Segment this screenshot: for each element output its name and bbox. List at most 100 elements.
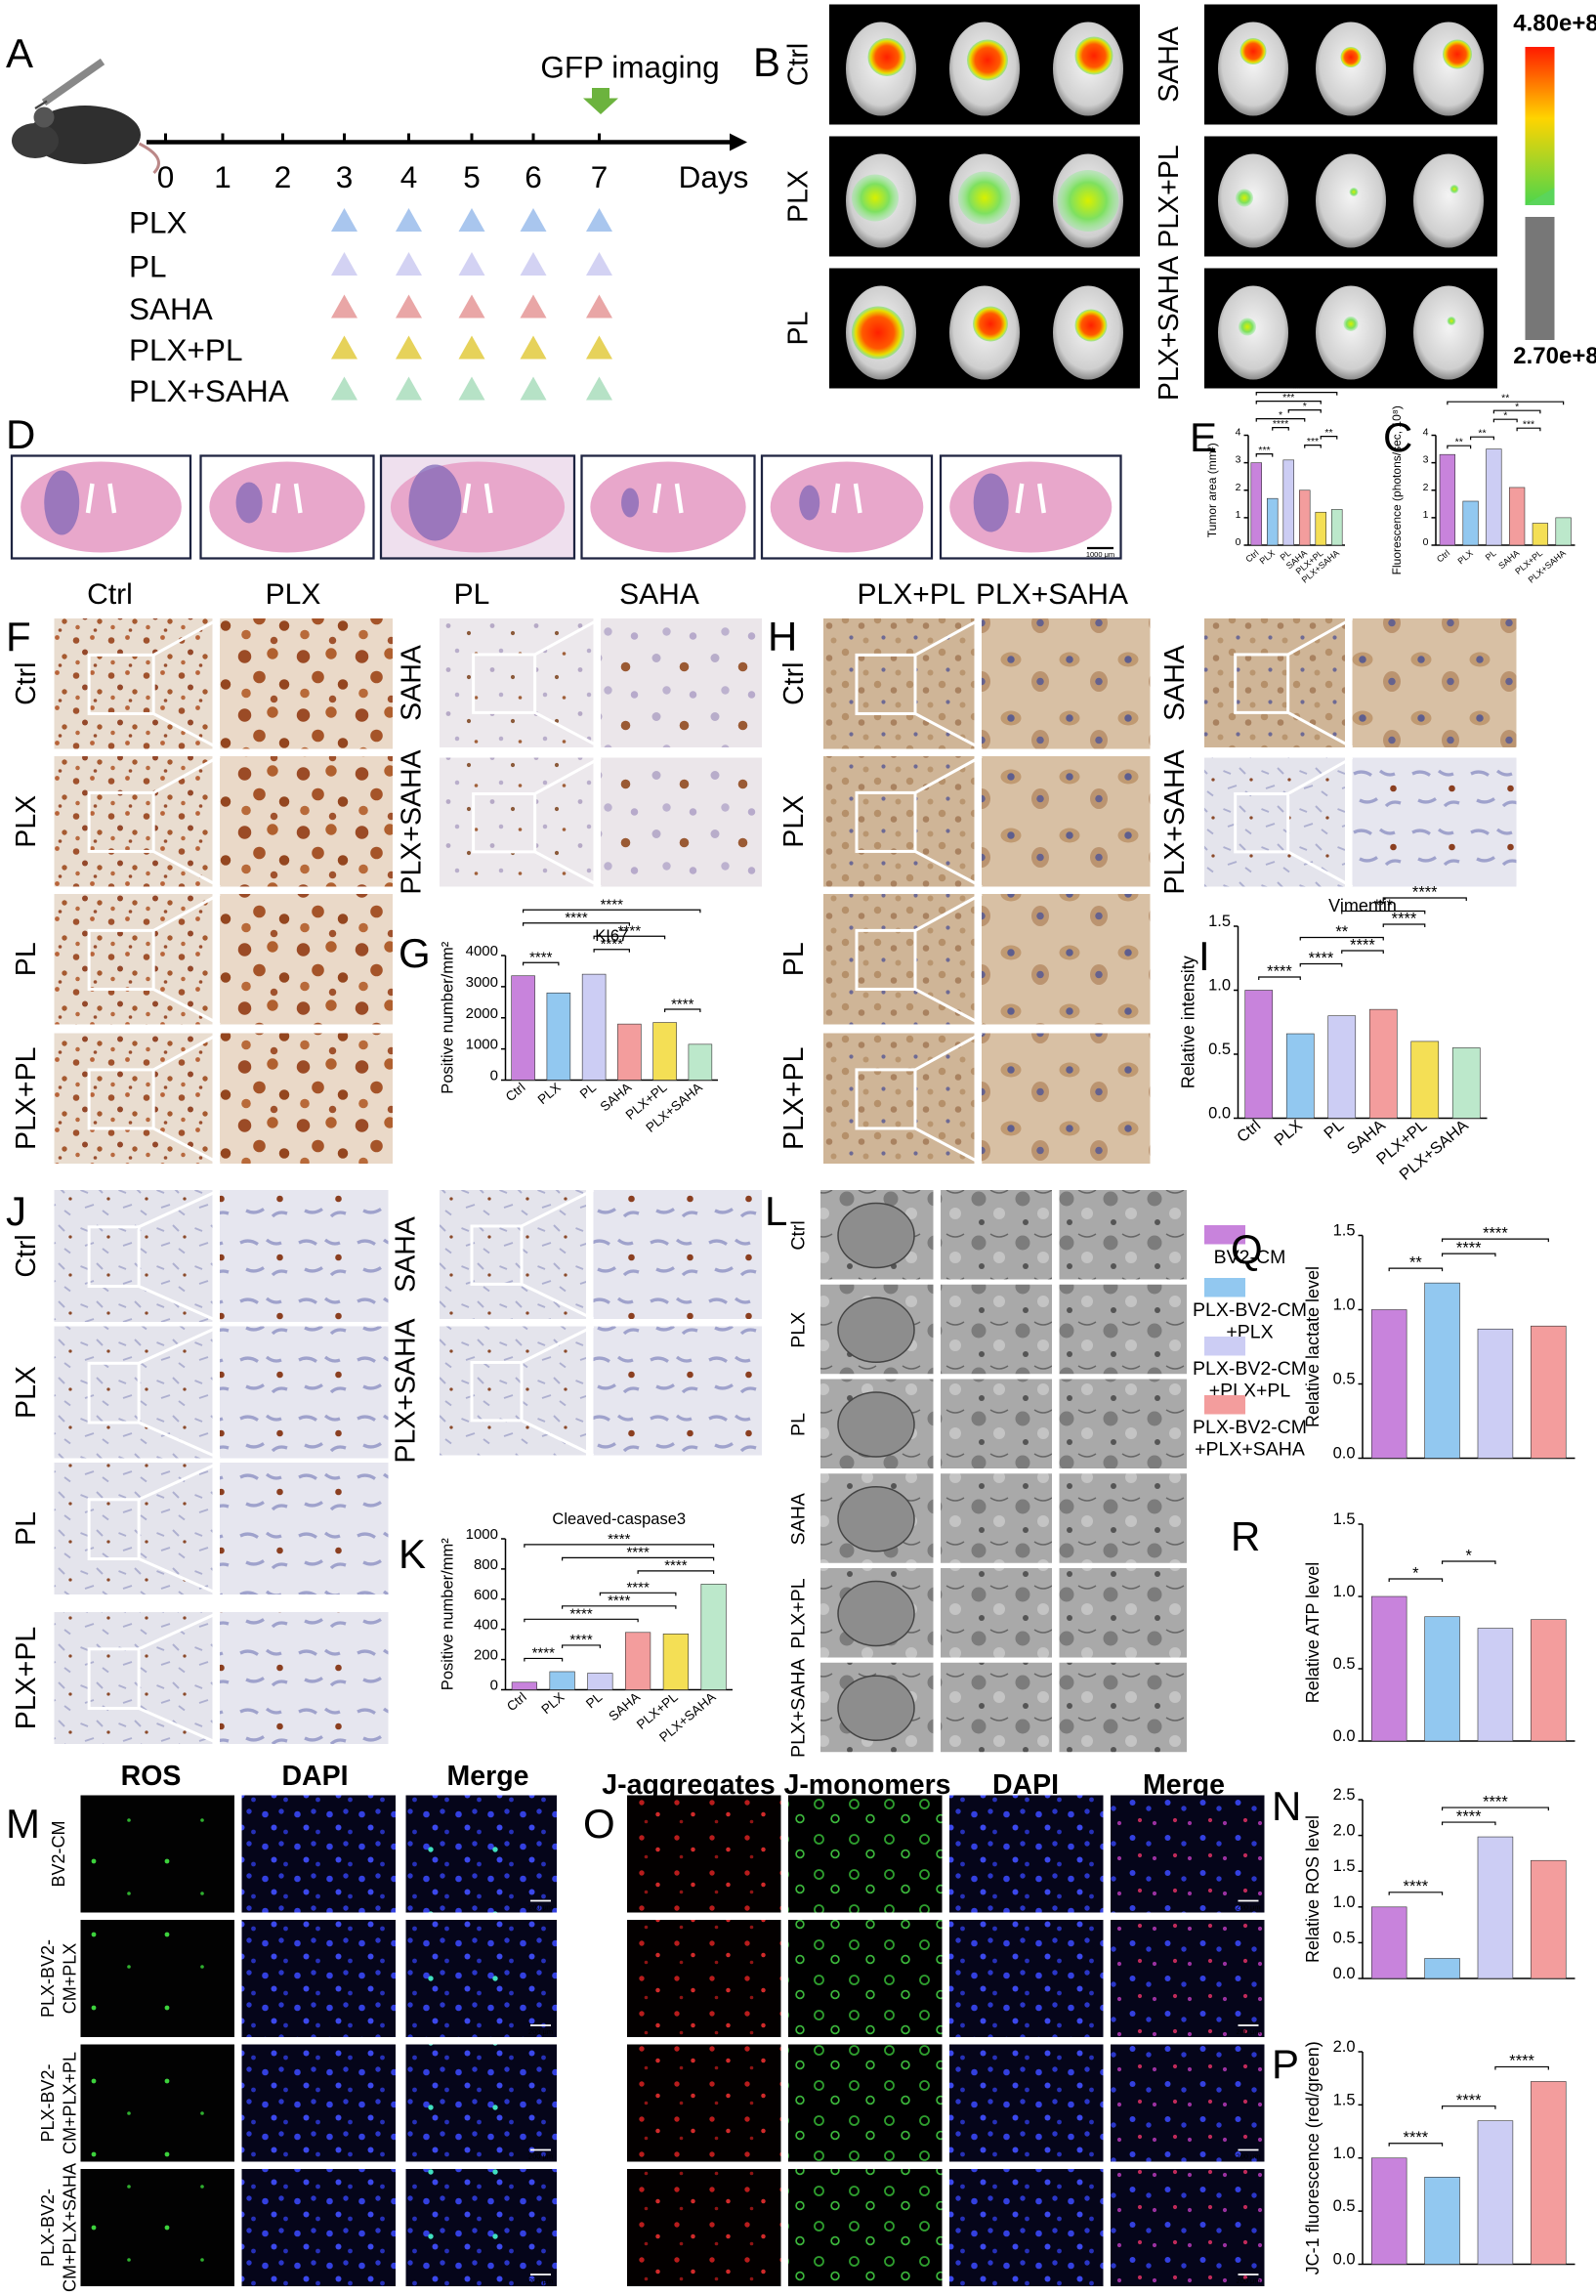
dosing-triangle [458,208,485,232]
y-tick-label: 0.5 [1333,2197,1356,2215]
zoom-line [1286,850,1354,888]
fluorescence-image [788,2169,943,2286]
panel-letter: F [6,614,31,659]
y-tick-label: 1000 [466,1526,498,1543]
micrograph [440,1326,586,1456]
signal-spot [852,174,899,222]
dosing-triangle [586,208,612,232]
signal-spot [1074,309,1108,342]
zoom-line [533,756,602,795]
bar [1451,1047,1481,1119]
significance-label: **** [1412,883,1438,901]
significance-bracket [593,935,666,940]
significance-label: **** [569,1632,593,1648]
y-tick-label: 1.0 [1333,1297,1356,1314]
scale-bar-label: 200 μm [528,2276,553,2285]
micrograph-zoom [982,756,1151,887]
y-tick-label: 2 [1423,482,1429,493]
y-tick-label: 0 [1423,536,1429,548]
significance-label: **** [569,1606,593,1623]
significance-bracket [1258,976,1301,981]
significance-label: **** [1483,1224,1508,1242]
zoom-box [1234,791,1290,854]
em-nucleus [837,1391,915,1458]
em-image [941,1190,1052,1280]
fluorescence-image [1111,1795,1265,1913]
em-image [1059,1284,1187,1375]
bar [1508,487,1526,546]
bar [1410,1041,1440,1119]
zoom-line [152,850,221,888]
panel-letter: L [765,1188,787,1234]
zoom-line [914,1032,983,1072]
significance-bracket [1388,1267,1444,1272]
y-tick-label: 2000 [466,1005,498,1022]
micrograph-zoom [601,618,762,747]
significance-label: **** [1509,2053,1534,2070]
bar [587,1673,613,1690]
em-nucleus [837,1675,915,1741]
significance-bracket [1388,2143,1444,2147]
ventricle [1015,483,1046,514]
zoom-box [87,1647,141,1711]
zoom-box [472,653,537,714]
em-image [1059,1568,1187,1658]
row-label: SAHA [391,1216,422,1293]
column-header: Merge [447,1761,529,1792]
signal-spot [958,171,1011,225]
zoom-line [1286,756,1354,795]
significance-bracket [562,1605,677,1609]
significance-label: ** [1335,923,1348,941]
significance-bracket [1441,1238,1549,1243]
ventricle [462,483,493,514]
significance-label: ** [1292,383,1300,395]
dosing-triangle [520,252,547,276]
micrograph [440,1190,586,1319]
y-tick-label: 0.5 [1333,1655,1356,1673]
significance-bracket [1441,1560,1496,1564]
significance-label: * [1515,401,1519,412]
bar [688,1043,713,1081]
micrograph-zoom [220,1033,393,1164]
significance-bracket [1255,401,1322,404]
x-tick-label: PL [1321,1117,1347,1143]
row-label: PL [788,1413,810,1436]
y-axis-label: Relative ATP level [1303,1562,1323,1703]
group-label: PL [129,249,167,284]
row-label: Ctrl [11,1234,42,1277]
signal-spot [1349,188,1359,196]
dosing-triangle [396,252,422,276]
row-label: PLX+PL [11,1047,42,1150]
row-label: SAHA [397,645,428,721]
zoom-line [521,1188,595,1228]
zoom-box [87,790,155,853]
significance-bracket [1255,418,1306,422]
dosing-triangle [586,294,612,319]
panel-letter: J [6,1188,26,1234]
micrograph-zoom [601,757,762,887]
group-label: SAHA [129,291,213,326]
significance-label: **** [1273,418,1288,430]
y-axis-label: JC-1 fluorescence (red/green) [1303,2041,1323,2275]
panel-letter: G [399,930,431,976]
zoom-line [521,1283,595,1321]
y-tick-label: 1.0 [1333,1893,1356,1911]
micrograph [54,756,213,887]
fluorescence-image [405,2169,557,2286]
column-header: PLX [266,578,321,611]
zoom-line [152,617,221,657]
bar [1285,1033,1315,1119]
y-tick-label: 0.5 [1333,1929,1356,1946]
signal-spot [1340,47,1362,67]
y-tick-label: 0.0 [1333,1965,1356,1982]
y-tick-label: 0 [1236,536,1241,548]
dosing-triangle [458,335,485,360]
fluorescence-image [241,1920,396,2037]
significance-label: *** [1374,897,1394,914]
micrograph-zoom [1352,618,1517,747]
ventricle [652,483,684,514]
micrograph [440,757,594,887]
y-tick-label: 1000 [466,1037,498,1053]
mouse-brain [1413,285,1484,380]
